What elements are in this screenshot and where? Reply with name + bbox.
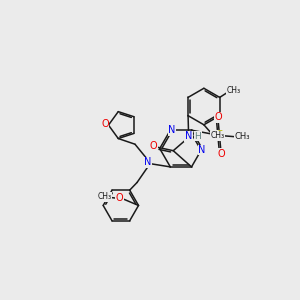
Text: N: N <box>144 158 151 167</box>
Text: CH₃: CH₃ <box>210 131 224 140</box>
Text: O: O <box>101 119 109 129</box>
Text: O: O <box>214 112 222 122</box>
Text: N: N <box>198 145 206 155</box>
Text: O: O <box>116 193 124 202</box>
Text: O: O <box>217 149 225 159</box>
Text: S: S <box>216 130 223 140</box>
Text: CH₃: CH₃ <box>234 132 250 141</box>
Text: CH₃: CH₃ <box>227 86 241 95</box>
Text: N: N <box>185 131 192 141</box>
Text: CH₃: CH₃ <box>97 192 111 201</box>
Text: N: N <box>168 125 176 135</box>
Text: H: H <box>195 132 201 141</box>
Text: O: O <box>150 141 157 151</box>
